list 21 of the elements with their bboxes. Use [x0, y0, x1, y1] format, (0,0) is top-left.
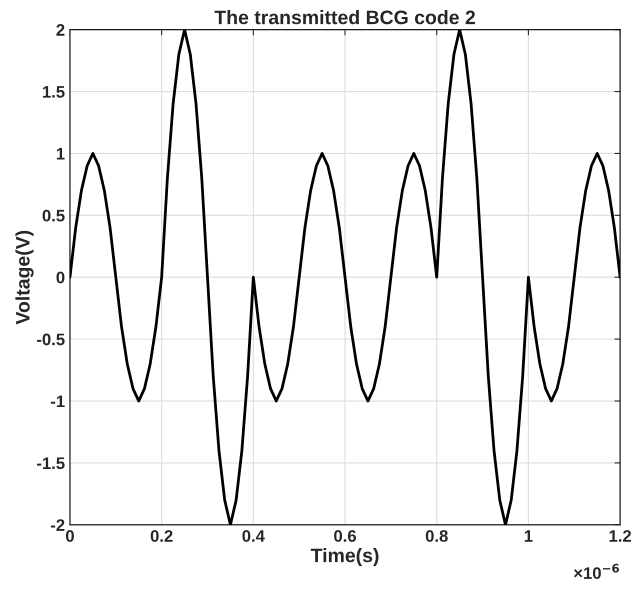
y-tick-label: 0.5	[42, 210, 65, 222]
y-tick-label: 1	[56, 148, 65, 160]
y-tick-label: 1.5	[42, 86, 65, 98]
x-tick-label: 1	[524, 530, 533, 542]
y-tick-label: -1.5	[37, 457, 65, 470]
y-tick-label: -0.5	[37, 334, 65, 346]
y-tick-label: -2	[50, 519, 64, 531]
y-tick-label: -1	[50, 396, 65, 408]
x-axis-title: Time(s)	[310, 548, 378, 566]
text: ×10$^{−6}$	[574, 564, 619, 579]
x-tick-label: 0.6	[334, 530, 356, 542]
y-tick-label: 2	[56, 24, 64, 36]
x-tick-label: 0.4	[242, 530, 265, 542]
x-tick-label: 0	[66, 530, 74, 542]
x-tick-label: 0.8	[426, 530, 448, 542]
x-tick-label: 0.2	[150, 530, 173, 542]
line-series	[70, 30, 620, 525]
y-axis-title: Voltage(V)	[15, 230, 34, 324]
x-tick-label: 1.2	[610, 530, 632, 542]
chart-title: The transmitted BCG code 2	[214, 10, 475, 24]
y-tick-label: 0	[56, 272, 64, 284]
